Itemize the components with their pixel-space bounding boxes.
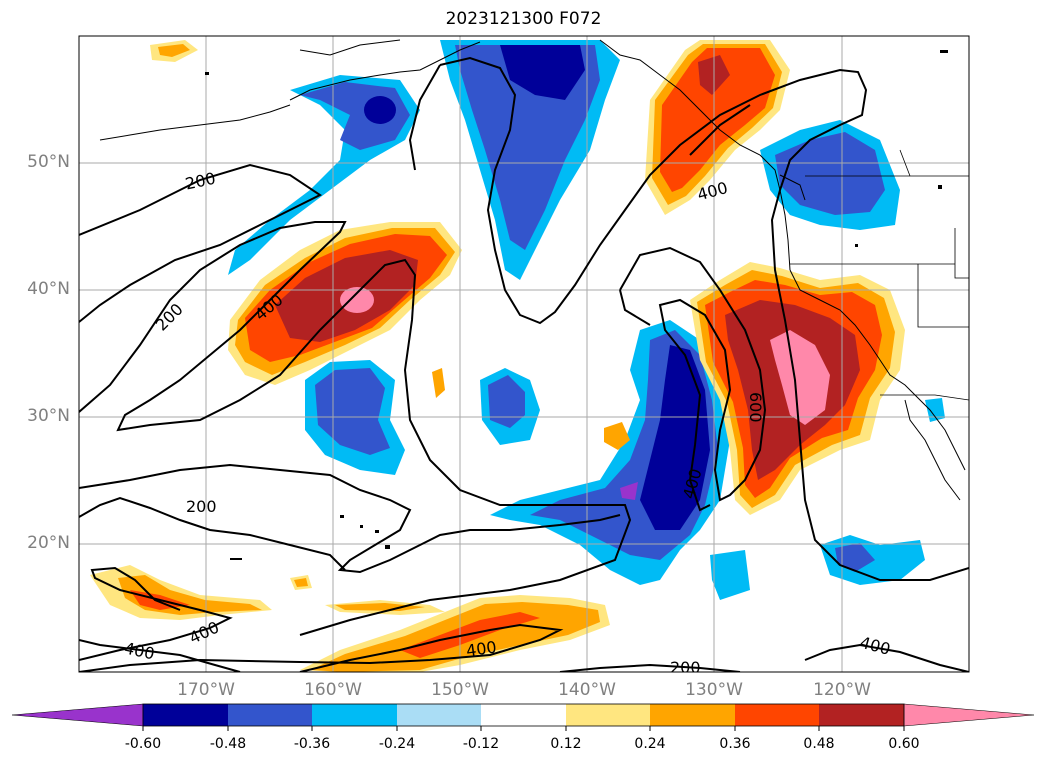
map-frame (78, 35, 970, 673)
lon-label: 150°W (431, 680, 489, 700)
lat-label: 50°N (27, 152, 70, 172)
colorbar-tick-label: 0.60 (888, 736, 920, 752)
lon-label: 170°W (177, 680, 235, 700)
lat-label: 40°N (27, 279, 70, 299)
coastlines (99, 39, 966, 501)
lon-label: 120°W (813, 680, 871, 700)
negative-field-subtropical-trough (490, 320, 750, 600)
contour-label: 600 (746, 392, 765, 423)
contour-label: 200 (670, 658, 701, 677)
colorbar-tick-label: -0.24 (378, 736, 416, 752)
colorbar-tick-label: -0.12 (462, 736, 500, 752)
colorbar-extend-min (11, 703, 144, 727)
negative-field-aleutians (228, 75, 420, 275)
contour-label: 400 (465, 637, 498, 660)
colorbar (11, 703, 1035, 731)
lat-label: 30°N (27, 406, 70, 426)
contour-label: 200 (186, 497, 217, 516)
lon-label: 160°W (304, 680, 362, 700)
lat-label: 20°N (27, 533, 70, 553)
colorbar-tick-label: 0.12 (550, 736, 582, 752)
colorbar-tick-label: -0.36 (293, 736, 331, 752)
colorbar-tick-label: 0.36 (719, 736, 751, 752)
lon-label: 130°W (685, 680, 743, 700)
height-contours (79, 56, 969, 672)
map-title: 2023121300 F072 (445, 9, 602, 29)
islands (205, 50, 948, 560)
lon-label: 140°W (558, 680, 616, 700)
positive-field-central-pacific-ridge (228, 222, 462, 385)
colorbar-tick-label: -0.48 (209, 736, 247, 752)
political-borders (790, 149, 969, 401)
colorbar-tick-label: 0.24 (634, 736, 666, 752)
colorbar-tick-label: -0.60 (124, 736, 162, 752)
negative-field-baja (820, 398, 945, 585)
negative-field-british-columbia (760, 120, 900, 230)
colorbar-tick-label: 0.48 (803, 736, 835, 752)
negative-field-gulf-alaska (440, 40, 620, 280)
colorbar-extend-max (903, 703, 1035, 727)
